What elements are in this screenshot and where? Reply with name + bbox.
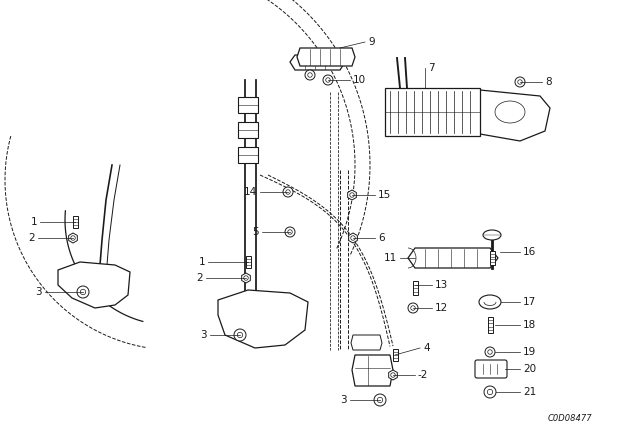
Text: 13: 13	[435, 280, 448, 290]
Bar	[385, 88, 480, 136]
Polygon shape	[480, 90, 550, 141]
Circle shape	[80, 289, 86, 295]
Text: 1: 1	[198, 257, 205, 267]
Text: 8: 8	[545, 77, 552, 87]
Circle shape	[285, 227, 295, 237]
Text: 4: 4	[423, 343, 429, 353]
Text: 3: 3	[200, 330, 207, 340]
Bar	[413, 281, 417, 295]
Text: 11: 11	[384, 253, 397, 263]
Polygon shape	[68, 233, 77, 243]
Circle shape	[349, 193, 355, 197]
Circle shape	[323, 75, 333, 85]
Circle shape	[485, 347, 495, 357]
Ellipse shape	[483, 230, 501, 240]
Circle shape	[484, 386, 496, 398]
Text: -2: -2	[418, 370, 428, 380]
Text: 3: 3	[340, 395, 347, 405]
Text: 3: 3	[35, 287, 42, 297]
Text: 1: 1	[30, 217, 37, 227]
Circle shape	[487, 389, 493, 395]
Text: 19: 19	[523, 347, 536, 357]
Circle shape	[391, 373, 396, 377]
Circle shape	[308, 73, 312, 77]
Text: 9: 9	[368, 37, 374, 47]
Circle shape	[488, 350, 492, 354]
Circle shape	[518, 80, 522, 84]
Text: 2: 2	[28, 233, 35, 243]
Polygon shape	[218, 290, 308, 348]
Circle shape	[283, 187, 293, 197]
Bar	[488, 317, 493, 333]
Bar	[392, 349, 397, 361]
Polygon shape	[58, 262, 130, 308]
Circle shape	[408, 303, 418, 313]
Text: 12: 12	[435, 303, 448, 313]
Polygon shape	[349, 233, 357, 243]
Text: 7: 7	[428, 63, 435, 73]
Text: 20: 20	[523, 364, 536, 374]
Circle shape	[71, 236, 76, 240]
Circle shape	[288, 230, 292, 234]
Circle shape	[305, 70, 315, 80]
FancyBboxPatch shape	[238, 147, 258, 163]
Text: 18: 18	[523, 320, 536, 330]
Circle shape	[351, 236, 355, 240]
Polygon shape	[290, 55, 345, 70]
Circle shape	[237, 332, 243, 338]
Text: 6: 6	[378, 233, 385, 243]
Text: 21: 21	[523, 387, 536, 397]
Text: 16: 16	[523, 247, 536, 257]
Circle shape	[244, 276, 248, 280]
Circle shape	[374, 394, 386, 406]
Ellipse shape	[495, 101, 525, 123]
FancyBboxPatch shape	[238, 122, 258, 138]
Text: 10: 10	[353, 75, 366, 85]
Ellipse shape	[479, 295, 501, 309]
Bar	[246, 256, 250, 268]
Polygon shape	[408, 248, 498, 268]
Text: 5: 5	[252, 227, 259, 237]
Polygon shape	[297, 48, 355, 66]
Circle shape	[77, 286, 89, 298]
Text: 2: 2	[196, 273, 203, 283]
Polygon shape	[352, 355, 393, 386]
Polygon shape	[242, 273, 250, 283]
Bar	[490, 251, 495, 265]
Text: C0D08477: C0D08477	[548, 414, 592, 422]
Circle shape	[234, 329, 246, 341]
Polygon shape	[388, 370, 397, 380]
Polygon shape	[348, 190, 356, 200]
Circle shape	[326, 78, 330, 82]
Text: 15: 15	[378, 190, 391, 200]
Circle shape	[285, 190, 291, 194]
FancyBboxPatch shape	[475, 360, 507, 378]
Bar	[72, 216, 77, 228]
FancyBboxPatch shape	[238, 97, 258, 113]
Circle shape	[378, 397, 383, 403]
Polygon shape	[351, 335, 382, 350]
Text: 14: 14	[244, 187, 257, 197]
Circle shape	[411, 306, 415, 310]
Text: 17: 17	[523, 297, 536, 307]
Circle shape	[515, 77, 525, 87]
